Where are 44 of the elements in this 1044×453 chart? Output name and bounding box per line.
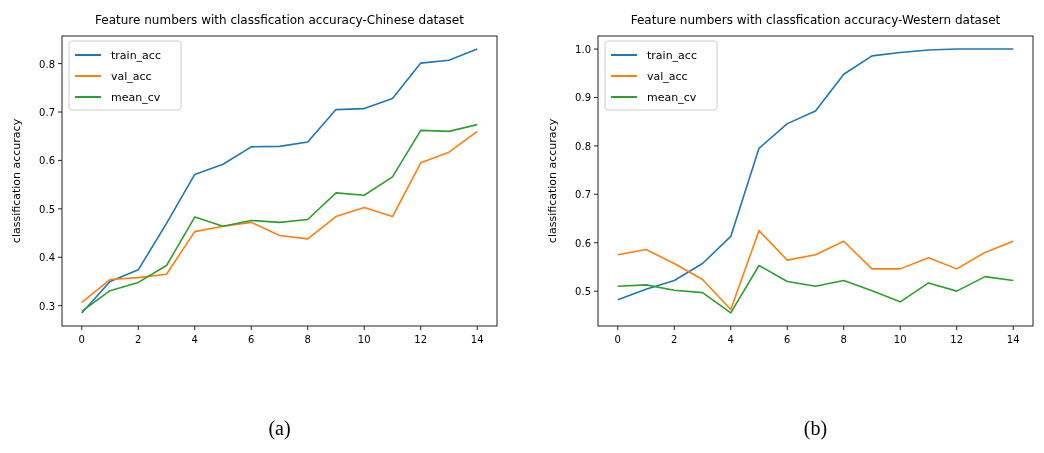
x-tick-label: 8: [840, 334, 847, 345]
y-tick-label: 0.5: [575, 286, 591, 298]
x-tick-label: 2: [671, 334, 678, 345]
x-tick-label: 14: [470, 334, 484, 345]
line-series: [616, 264, 1015, 314]
y-tick-label: 0.8: [575, 140, 591, 152]
y-tick-label: 0.6: [575, 237, 591, 249]
y-tick-label: 0.6: [39, 155, 55, 167]
y-tick-label: 0.9: [575, 92, 591, 104]
y-tick-label: 0.3: [39, 300, 55, 312]
x-tick-label: 8: [304, 334, 311, 345]
x-tick-label: 6: [784, 334, 791, 345]
x-tick-label: 4: [191, 334, 198, 345]
text: (a): [268, 417, 291, 440]
line-series: [616, 48, 1015, 301]
x-tick-label: 2: [135, 334, 142, 345]
legend-label: val_acc: [647, 70, 688, 83]
y-tick-label: 1.0: [575, 44, 591, 56]
line-series: [80, 48, 479, 314]
legend-label: train_acc: [111, 49, 161, 62]
x-tick-label: 6: [248, 334, 255, 345]
x-tick-label: 0: [614, 334, 621, 345]
line-series: [616, 229, 1015, 311]
y-axis-title: classification accuracy: [546, 118, 559, 244]
legend-label: mean_cv: [647, 91, 697, 104]
y-tick-label: 0.7: [575, 189, 591, 201]
y-tick-label: 0.4: [39, 252, 55, 264]
x-tick-label: 10: [893, 334, 907, 345]
y-tick-label: 0.8: [39, 58, 55, 70]
x-tick-label: 0: [78, 334, 85, 345]
y-tick-label: 0.7: [39, 107, 55, 119]
x-tick-label: 12: [950, 334, 964, 345]
x-tick-label: 14: [1006, 334, 1020, 345]
y-tick-label: 0.5: [39, 203, 55, 215]
legend-label: mean_cv: [111, 91, 161, 104]
text: (b): [803, 417, 828, 440]
x-tick-label: 4: [727, 334, 734, 345]
x-tick-label: 10: [357, 334, 371, 345]
chart-title: Feature numbers with classfication accuracy-Chinese dataset: [95, 13, 465, 27]
legend-label: val_acc: [111, 70, 152, 83]
legend-label: train_acc: [647, 49, 697, 62]
x-tick-label: 12: [414, 334, 428, 345]
chart-title: Feature numbers with classfication accuracy-Western dataset: [630, 13, 1001, 27]
y-axis-title: classification accuracy: [10, 118, 23, 244]
